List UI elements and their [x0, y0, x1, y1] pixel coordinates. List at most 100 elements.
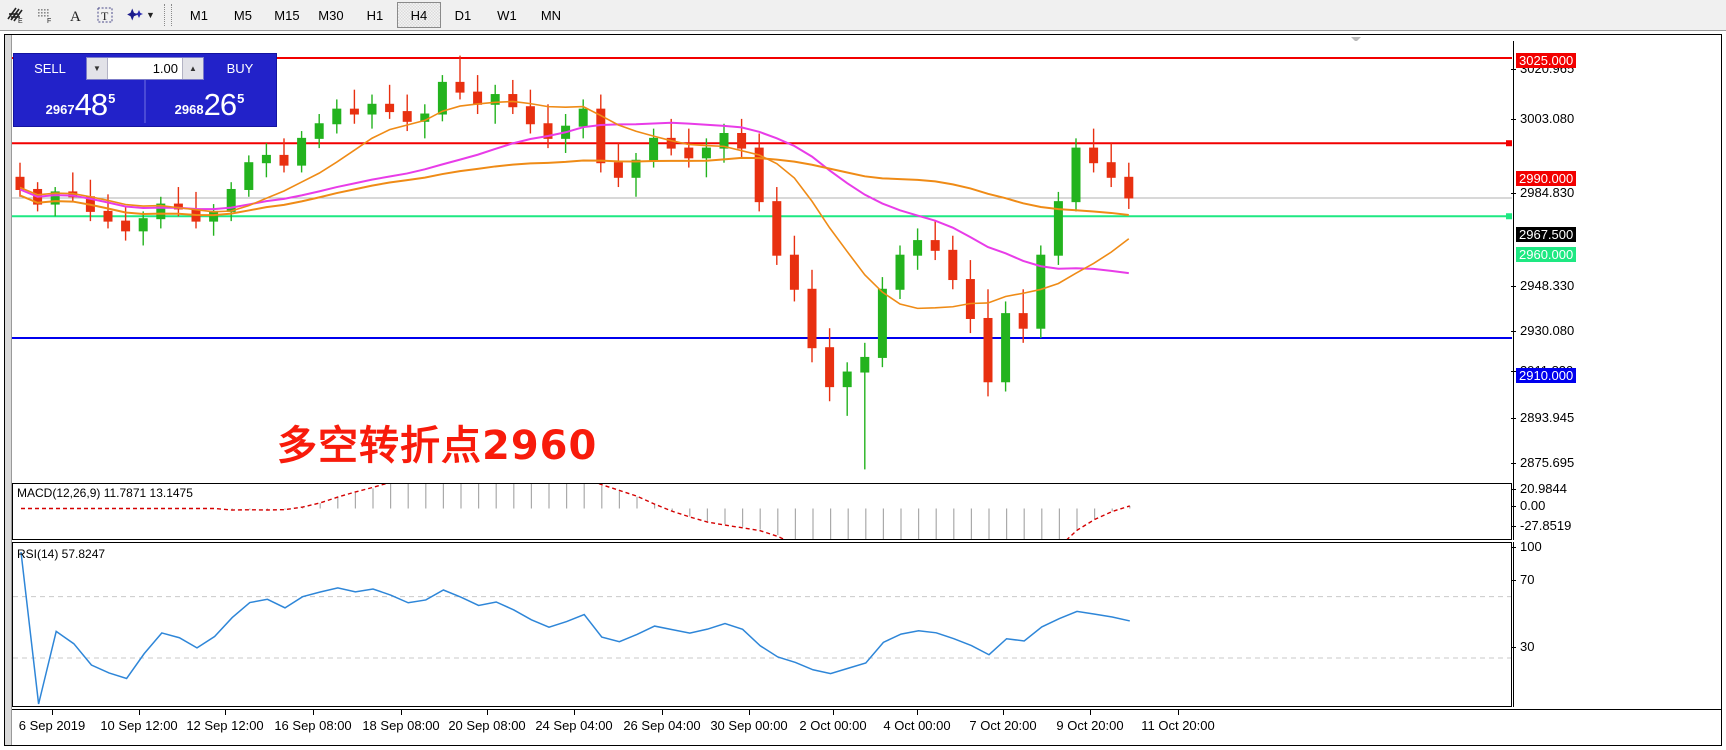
timeframe-mn[interactable]: MN — [540, 7, 562, 23]
time-axis-label: 12 Sep 12:00 — [186, 718, 264, 733]
price-axis-tick-label: 2893.945 — [1520, 410, 1575, 425]
macd-pane[interactable]: MACD(12,26,9) 11.7871 13.1475 — [12, 483, 1512, 540]
time-axis-label: 16 Sep 08:00 — [274, 718, 352, 733]
price-level-2960[interactable]: 2960.000 — [1516, 247, 1577, 262]
timeframe-m30[interactable]: M30 — [318, 7, 344, 23]
rsi-axis: 100 70 30 — [1511, 539, 1721, 707]
price-level-2990[interactable]: 2990.000 — [1516, 171, 1577, 186]
timeframe-h1[interactable]: H1 — [366, 7, 384, 23]
volume-value[interactable]: 1.00 — [152, 61, 178, 76]
price-axis-tick-label: 2930.080 — [1520, 323, 1575, 338]
time-axis-label: 20 Sep 08:00 — [448, 718, 526, 733]
buy-price-integer: 2968 — [174, 102, 204, 117]
timeframe-w1[interactable]: W1 — [497, 7, 517, 23]
one-click-trading-panel: SELL ▼ 1.00 ▲ BUY 2967 48 5 2968 26 5 — [13, 53, 277, 127]
price-level-2910[interactable]: 2910.000 — [1516, 368, 1577, 383]
chevron-down-icon[interactable]: ▼ — [146, 10, 155, 20]
macd-axis: 20.9844 0.00 -27.8519 — [1511, 481, 1721, 540]
volume-decrease-icon[interactable]: ▼ — [87, 58, 108, 79]
rsi-axis-tick-label: 100 — [1520, 539, 1542, 554]
svg-text:A: A — [70, 9, 81, 24]
time-axis-label: 10 Sep 12:00 — [100, 718, 178, 733]
time-axis-label: 24 Sep 04:00 — [535, 718, 613, 733]
time-axis-tick — [833, 710, 834, 715]
chart-annotation-text: 多空转折点2960 — [277, 423, 598, 469]
time-axis-label: 2 Oct 00:00 — [799, 718, 867, 733]
rsi-axis-tick-label: 30 — [1520, 639, 1535, 654]
objects-list-icon[interactable] — [120, 2, 150, 28]
text-label-icon[interactable]: A — [60, 2, 90, 28]
buy-button-label[interactable]: BUY — [226, 61, 254, 76]
time-axis-tick — [749, 710, 750, 715]
macd-axis-tick-label: -27.8519 — [1520, 518, 1572, 533]
price-axis-tick — [1511, 119, 1516, 120]
price-axis-tick — [1511, 418, 1516, 419]
price-axis[interactable]: 3020.965 3003.080 2984.830 2948.330 2930.080… — [1511, 41, 1721, 484]
price-axis-tick-label: 2948.330 — [1520, 278, 1575, 293]
chart-toolbar: E F A T — [0, 0, 1726, 31]
timeframe-m1[interactable]: M1 — [189, 7, 208, 23]
time-axis-label: 18 Sep 08:00 — [362, 718, 440, 733]
timeframe-m5[interactable]: M5 — [233, 7, 252, 23]
volume-stepper[interactable]: ▼ 1.00 ▲ — [86, 57, 204, 80]
price-axis-tick — [1511, 331, 1516, 332]
svg-text:F: F — [47, 18, 51, 24]
rsi-axis-tick — [1511, 647, 1516, 648]
macd-axis-tick-label: 0.00 — [1520, 498, 1546, 513]
chart-collapse-icon[interactable] — [1351, 37, 1361, 42]
price-axis-tick — [1511, 286, 1516, 287]
timeframe-h4[interactable]: H4 — [396, 2, 441, 28]
toolbar-separator — [163, 4, 172, 26]
rsi-chart-canvas — [13, 551, 1511, 705]
macd-axis-tick-label: 20.9844 — [1520, 481, 1567, 496]
price-level-3025[interactable]: 3025.000 — [1516, 53, 1577, 68]
time-axis-tick — [487, 710, 488, 715]
macd-axis-tick — [1511, 526, 1516, 527]
buy-price-button[interactable]: 2968 26 5 — [146, 80, 273, 123]
indicators-icon[interactable]: E — [0, 2, 30, 28]
time-axis-tick — [52, 710, 53, 715]
sell-price-button[interactable]: 2967 48 5 — [17, 80, 146, 123]
sell-price-fraction: 5 — [108, 91, 116, 106]
rsi-axis-tick — [1511, 547, 1516, 548]
one-click-top-row: SELL ▼ 1.00 ▲ BUY — [14, 54, 276, 80]
time-axis-label: 30 Sep 00:00 — [710, 718, 788, 733]
time-axis-tick — [313, 710, 314, 715]
price-axis-tick — [1511, 69, 1516, 70]
time-axis-label: 9 Oct 20:00 — [1056, 718, 1124, 733]
macd-chart-canvas — [21, 484, 1131, 539]
chart-frame: SP500-,H4 2965.750 2967.750 2963.500 296… — [4, 34, 1722, 746]
time-axis-tick — [662, 710, 663, 715]
current-price-2967-5[interactable]: 2967.500 — [1516, 227, 1577, 242]
sell-price-integer: 2967 — [45, 102, 75, 117]
text-box-icon[interactable]: T — [90, 2, 120, 28]
buy-price-fraction: 5 — [237, 91, 245, 106]
sell-price-main: 48 — [74, 87, 108, 122]
rsi-label: RSI(14) 57.8247 — [17, 547, 106, 561]
price-axis-tick — [1511, 193, 1516, 194]
price-axis-tick — [1511, 463, 1516, 464]
timeframe-d1[interactable]: D1 — [454, 7, 472, 23]
time-axis-tick — [917, 710, 918, 715]
time-axis-label: 6 Sep 2019 — [18, 718, 86, 733]
crosshair-grid-icon[interactable]: F — [30, 2, 60, 28]
timeframe-m15[interactable]: M15 — [274, 7, 300, 23]
time-axis-label: 4 Oct 00:00 — [883, 718, 951, 733]
macd-label: MACD(12,26,9) 11.7871 13.1475 — [17, 486, 193, 500]
chart-scroll-handle[interactable] — [5, 35, 12, 745]
time-axis-tick — [574, 710, 575, 715]
sell-button-label[interactable]: SELL — [34, 61, 66, 76]
time-axis-tick — [1178, 710, 1179, 715]
macd-axis-tick — [1511, 489, 1516, 490]
rsi-pane[interactable]: RSI(14) 57.8247 — [12, 542, 1512, 707]
volume-increase-icon[interactable]: ▲ — [182, 58, 203, 79]
time-axis[interactable]: 6 Sep 2019 10 Sep 12:00 12 Sep 12:00 16 Sep… — [12, 709, 1721, 746]
time-axis-label: 26 Sep 04:00 — [623, 718, 701, 733]
macd-axis-tick — [1511, 506, 1516, 507]
time-axis-tick — [225, 710, 226, 715]
price-axis-tick-label: 2875.695 — [1520, 455, 1575, 470]
one-click-quote-row: 2967 48 5 2968 26 5 — [14, 80, 276, 126]
buy-price-main: 26 — [203, 87, 237, 122]
svg-text:E: E — [18, 18, 23, 24]
